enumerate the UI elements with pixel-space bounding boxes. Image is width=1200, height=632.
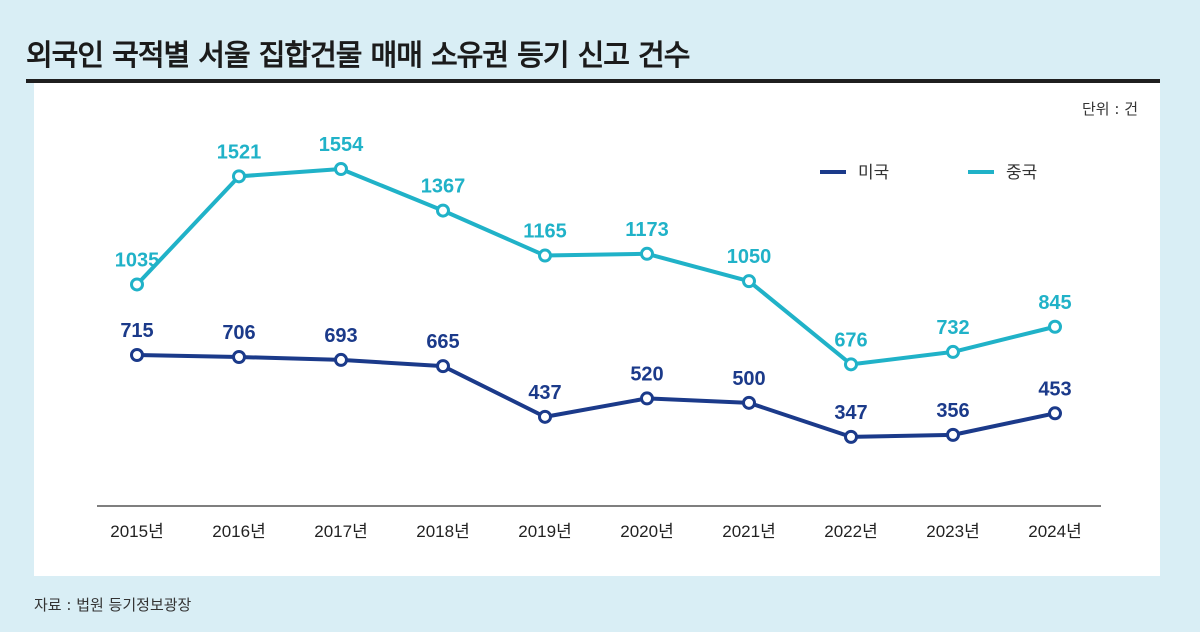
data-label: 500 — [732, 368, 765, 390]
x-tick-label: 2022년 — [824, 522, 877, 541]
data-point — [1048, 406, 1062, 421]
data-point — [334, 162, 348, 176]
data-labels: 715 706 693 665 437 520 500 347 356 453 1035 1521 15… — [115, 134, 1072, 424]
data-point — [232, 169, 246, 184]
data-label: 520 — [630, 363, 663, 385]
data-label: 706 — [222, 322, 255, 344]
data-point — [640, 391, 654, 406]
data-label: 676 — [834, 329, 867, 351]
data-point — [538, 409, 552, 424]
x-tick-label: 2019년 — [518, 522, 571, 541]
chart-title: 외국인 국적별 서울 집합건물 매매 소유권 등기 신고 건수 — [26, 38, 690, 72]
data-label: 665 — [426, 331, 459, 353]
series-line-china — [135, 167, 1056, 367]
x-tick-label: 2016년 — [212, 522, 265, 541]
data-label: 1035 — [115, 249, 160, 271]
data-label: 1367 — [421, 176, 466, 198]
x-tick-label: 2017년 — [314, 522, 367, 541]
data-label: 347 — [834, 402, 867, 424]
x-tick-labels: 2015년 2016년 2017년 2018년 2019년 2020년 2021년 2022년… — [110, 522, 1081, 541]
title-rule — [26, 79, 1160, 83]
data-label: 1165 — [523, 221, 566, 243]
data-label: 693 — [324, 325, 357, 347]
data-point — [436, 359, 450, 374]
data-label: 1050 — [727, 246, 772, 268]
data-point — [130, 277, 144, 292]
data-label: 1554 — [319, 134, 364, 156]
legend-label-china: 중국 — [1006, 163, 1037, 183]
chart-panel — [34, 83, 1160, 576]
data-label: 1173 — [625, 219, 668, 241]
data-label: 715 — [120, 320, 153, 342]
x-tick-label: 2024년 — [1028, 522, 1081, 541]
data-point — [946, 427, 960, 442]
data-point — [130, 348, 144, 362]
x-tick-label: 2023년 — [926, 522, 979, 541]
unit-label: 단위 : 건 — [1082, 100, 1138, 118]
data-point — [436, 203, 450, 218]
x-tick-label: 2021년 — [722, 522, 775, 541]
data-point — [538, 248, 552, 263]
data-label: 356 — [936, 400, 969, 422]
data-point — [844, 357, 858, 372]
data-label: 845 — [1038, 292, 1071, 314]
data-point — [1048, 319, 1062, 334]
data-point — [946, 344, 960, 359]
x-tick-label: 2018년 — [416, 522, 469, 541]
series-lines — [130, 162, 1062, 444]
data-point — [742, 395, 756, 410]
data-point — [232, 350, 246, 365]
data-label: 453 — [1038, 378, 1071, 400]
x-tick-label: 2020년 — [620, 522, 673, 541]
data-point — [742, 274, 756, 289]
legend: 미국 중국 — [820, 163, 1037, 183]
x-tick-label: 2015년 — [110, 522, 163, 541]
data-label: 437 — [528, 382, 561, 404]
source-label: 자료 : 법원 등기정보광장 — [34, 596, 192, 614]
data-label: 1521 — [217, 141, 262, 163]
data-point — [640, 246, 654, 261]
legend-label-us: 미국 — [858, 163, 889, 183]
data-point — [334, 352, 348, 367]
series-line-us — [136, 353, 1056, 439]
data-label: 732 — [936, 317, 969, 339]
data-point — [844, 429, 858, 444]
